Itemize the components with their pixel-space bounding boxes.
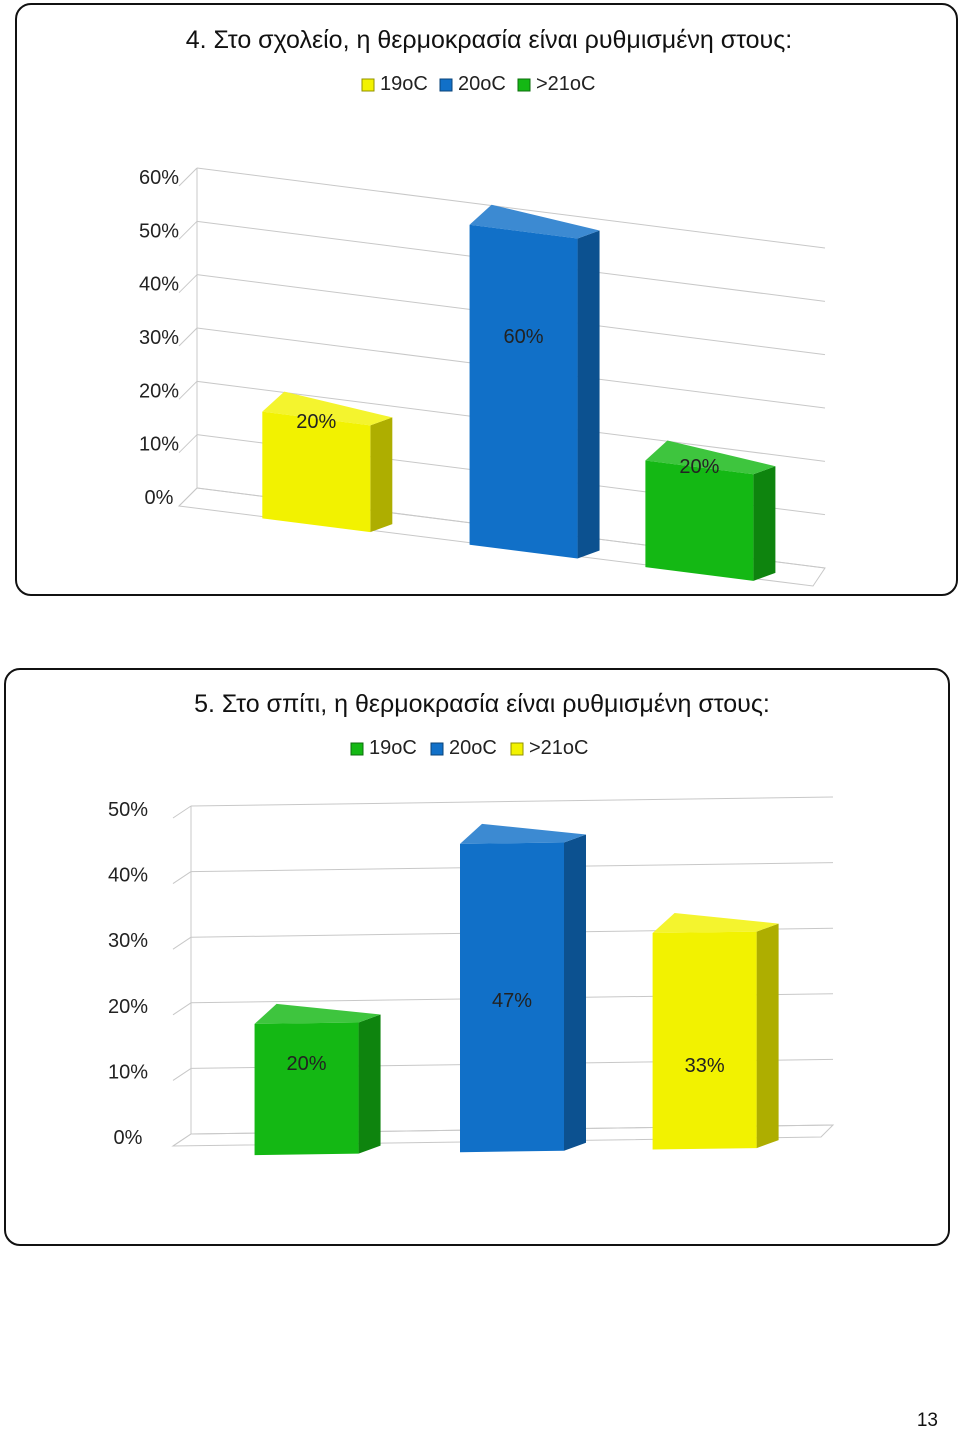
gridline-side: [178, 380, 198, 400]
data-label: 20%: [679, 456, 719, 478]
page-number: 13: [916, 1410, 938, 1431]
legend-swatch: [517, 78, 531, 92]
y-tick-label: 0%: [145, 487, 174, 509]
bar-front: [254, 1022, 359, 1156]
floor: [171, 1124, 835, 1147]
y-tick-label: 0%: [114, 1127, 143, 1149]
y-tick-label: 20%: [139, 380, 179, 402]
gridline-side: [178, 434, 198, 454]
bar-top: [254, 1003, 381, 1024]
y-tick-label: 40%: [139, 274, 179, 296]
gridline-side: [172, 936, 192, 950]
data-label: 20%: [287, 1053, 327, 1075]
chart-svg: 4. Στο σχολείο, η θερμοκρασία είναι ρυθμ…: [139, 26, 826, 587]
bar-side: [753, 466, 776, 581]
gridline: [190, 796, 834, 807]
legend-entry: 20oC: [430, 737, 497, 759]
bars: [262, 204, 776, 581]
bar: [469, 204, 600, 559]
bar-side: [358, 1014, 381, 1154]
y-tick-label: 30%: [139, 327, 179, 349]
legend-entry: 19oC: [361, 73, 428, 95]
chart-title: 4. Στο σχολείο, η θερμοκρασία είναι ρυθμ…: [186, 26, 792, 54]
legend-entry: >21oC: [517, 73, 596, 95]
legend-label: 19oC: [380, 73, 428, 95]
legend-label: >21oC: [536, 73, 596, 95]
data-label: 60%: [504, 326, 544, 348]
bar: [460, 823, 586, 1153]
y-tick-label: 60%: [139, 167, 179, 189]
gridline-side: [178, 167, 198, 187]
legend-entry: 20oC: [439, 73, 506, 95]
legend-swatch: [350, 742, 364, 756]
y-tick-label: 10%: [139, 434, 179, 456]
chart-svg: 5. Στο σπίτι, η θερμοκρασία είναι ρυθμισ…: [108, 690, 835, 1156]
bar-side: [577, 230, 600, 559]
bar-top: [460, 823, 586, 844]
legend: 19oC 20oC >21oC: [350, 737, 589, 759]
bar-top: [262, 391, 393, 426]
gridline-side: [172, 871, 192, 885]
bar: [652, 913, 779, 1150]
gridline-side: [178, 220, 198, 240]
bar-top: [645, 440, 776, 475]
data-label: 47%: [492, 990, 532, 1012]
y-tick-label: 20%: [108, 996, 148, 1018]
legend-label: 20oC: [449, 737, 497, 759]
gridline: [196, 167, 826, 249]
bar-front: [652, 931, 757, 1150]
data-label: 33%: [685, 1055, 725, 1077]
bar: [645, 440, 776, 581]
bar-front: [645, 460, 754, 581]
y-tick-label: 10%: [108, 1061, 148, 1083]
legend: 19oC 20oC >21oC: [361, 73, 596, 95]
bar: [262, 391, 393, 533]
y-tick-label: 40%: [108, 865, 148, 887]
bar-top: [469, 204, 600, 239]
legend-swatch: [510, 742, 524, 756]
bar-side: [370, 417, 393, 533]
y-tick-label: 50%: [139, 220, 179, 242]
legend-swatch: [361, 78, 375, 92]
legend-swatch: [439, 78, 453, 92]
gridline-side: [172, 1002, 192, 1016]
bar-side: [564, 834, 586, 1151]
legend-entry: 19oC: [350, 737, 417, 759]
chart-title: 5. Στο σπίτι, η θερμοκρασία είναι ρυθμισ…: [194, 690, 770, 718]
y-tick-label: 50%: [108, 799, 148, 821]
legend-label: 20oC: [458, 73, 506, 95]
bar-top: [652, 913, 779, 934]
y-tick-label: 30%: [108, 930, 148, 952]
gridline-side: [172, 805, 192, 819]
gridline-side: [178, 327, 198, 347]
floor: [177, 487, 826, 587]
bar-front: [460, 842, 564, 1153]
legend-entry: >21oC: [510, 737, 589, 759]
legend-label: 19oC: [369, 737, 417, 759]
gridline-side: [178, 274, 198, 294]
bars: [254, 823, 779, 1156]
bar: [254, 1003, 381, 1156]
data-label: 20%: [296, 411, 336, 433]
chart-school-temperature: 4. Στο σχολείο, η θερμοκρασία είναι ρυθμ…: [15, 3, 958, 596]
chart-home-temperature: 5. Στο σπίτι, η θερμοκρασία είναι ρυθμισ…: [4, 668, 950, 1246]
bar-front: [469, 224, 578, 559]
legend-label: >21oC: [529, 737, 589, 759]
bar-side: [756, 923, 779, 1149]
legend-swatch: [430, 742, 444, 756]
gridline-side: [172, 1067, 192, 1081]
bar-front: [262, 411, 371, 533]
